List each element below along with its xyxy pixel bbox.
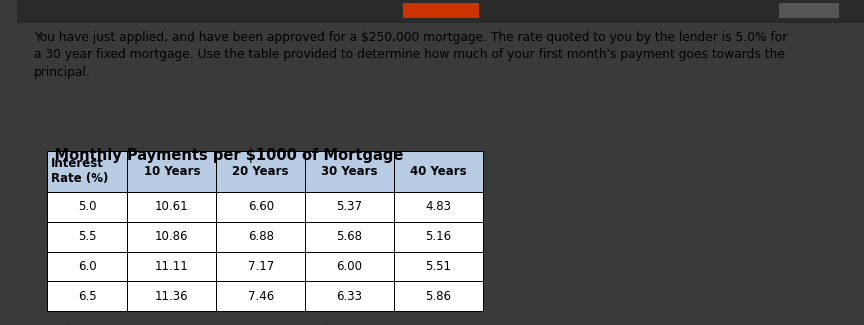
Text: 5.16: 5.16 <box>425 230 452 243</box>
Text: 10.61: 10.61 <box>155 200 188 213</box>
Bar <box>47 192 127 222</box>
Bar <box>779 3 839 18</box>
Text: 10 Years: 10 Years <box>143 165 200 178</box>
Bar <box>305 222 394 252</box>
Bar <box>305 252 394 281</box>
Text: 11.11: 11.11 <box>155 260 188 273</box>
Bar <box>305 151 394 192</box>
Text: a.: a. <box>35 324 45 325</box>
Text: 40 Years: 40 Years <box>410 165 467 178</box>
Bar <box>394 192 483 222</box>
Bar <box>305 281 394 311</box>
Bar <box>305 192 394 222</box>
Bar <box>216 151 305 192</box>
Text: 6.60: 6.60 <box>248 200 274 213</box>
Bar <box>127 222 216 252</box>
Text: 4.83: 4.83 <box>426 200 452 213</box>
Text: $339.21: $339.21 <box>322 324 371 325</box>
Bar <box>394 222 483 252</box>
Text: 6.88: 6.88 <box>248 230 274 243</box>
Bar <box>216 192 305 222</box>
Bar <box>216 222 305 252</box>
Bar <box>127 252 216 281</box>
Text: 5.51: 5.51 <box>426 260 452 273</box>
Text: 5.0: 5.0 <box>78 200 97 213</box>
Bar <box>403 3 479 18</box>
Bar <box>216 252 305 281</box>
Bar <box>47 222 127 252</box>
Text: 7.46: 7.46 <box>248 290 274 303</box>
Bar <box>47 151 127 192</box>
Text: You have just applied, and have been approved for a $250,000 mortgage. The rate : You have just applied, and have been app… <box>35 31 788 79</box>
Text: 20 Years: 20 Years <box>232 165 289 178</box>
Bar <box>394 252 483 281</box>
Text: Interest
Rate (%): Interest Rate (%) <box>51 157 109 185</box>
Text: 30 Years: 30 Years <box>321 165 378 178</box>
Bar <box>47 252 127 281</box>
Bar <box>47 281 127 311</box>
Bar <box>394 151 483 192</box>
Text: 6.5: 6.5 <box>78 290 97 303</box>
Text: $359.21: $359.21 <box>64 324 112 325</box>
Text: Monthly Payments per $1000 of Mortgage: Monthly Payments per $1000 of Mortgage <box>35 148 403 163</box>
Text: 5.5: 5.5 <box>78 230 97 243</box>
Text: 5.37: 5.37 <box>337 200 363 213</box>
Text: c.: c. <box>296 324 307 325</box>
Bar <box>394 281 483 311</box>
Text: 6.00: 6.00 <box>337 260 363 273</box>
Text: 10.86: 10.86 <box>155 230 188 243</box>
Text: 5.86: 5.86 <box>426 290 452 303</box>
Text: 7.17: 7.17 <box>248 260 274 273</box>
Bar <box>216 281 305 311</box>
Text: 5.68: 5.68 <box>337 230 363 243</box>
Bar <box>17 0 864 23</box>
Bar <box>127 151 216 192</box>
Bar <box>127 192 216 222</box>
Text: 11.36: 11.36 <box>155 290 188 303</box>
Text: 6.0: 6.0 <box>78 260 97 273</box>
Text: 6.33: 6.33 <box>337 290 363 303</box>
Bar <box>127 281 216 311</box>
